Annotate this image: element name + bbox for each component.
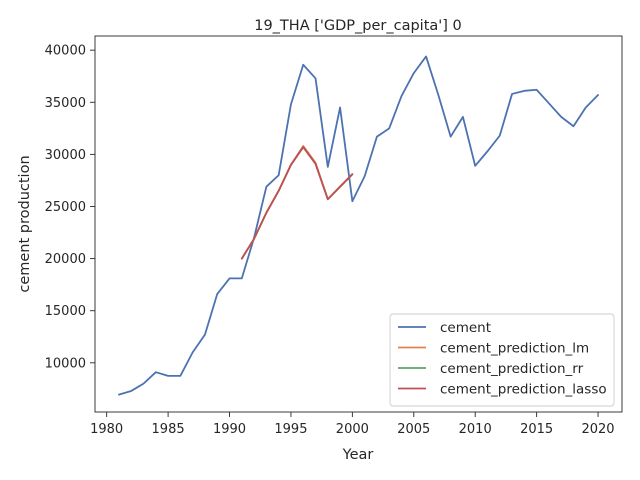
y-tick-label: 40000: [45, 44, 86, 59]
legend-label: cement_prediction_lm: [440, 341, 589, 357]
x-tick-label: 1995: [274, 422, 307, 437]
series-line-cement-prediction-lasso: [240, 146, 354, 260]
legend-label: cement_prediction_rr: [440, 361, 584, 377]
y-axis: 10000 15000 20000 25000 30000 35000 40000: [45, 44, 95, 371]
legend-box: [389, 313, 615, 407]
legend-label: cement_prediction_lasso: [440, 382, 607, 398]
series-line-cement-prediction-rr: [240, 146, 354, 260]
y-tick-label: 30000: [45, 148, 86, 163]
x-axis-label: Year: [342, 447, 374, 463]
legend-item: cement_prediction_lasso: [398, 382, 607, 398]
legend-item: cement_prediction_rr: [398, 361, 584, 377]
y-tick-label: 15000: [45, 304, 86, 319]
series-lines: [118, 55, 599, 396]
chart-title: 19_THA ['GDP_per_capita'] 0: [254, 18, 462, 34]
y-axis-label: cement production: [17, 155, 33, 292]
x-tick-label: 2020: [581, 422, 614, 437]
legend-label: cement: [440, 320, 491, 336]
x-tick-label: 1980: [90, 422, 123, 437]
y-tick-label: 25000: [45, 200, 86, 215]
x-tick-label: 1985: [152, 422, 185, 437]
y-tick-label: 20000: [45, 252, 86, 267]
x-tick-label: 1990: [213, 422, 246, 437]
legend-item: cement_prediction_lm: [398, 341, 589, 357]
x-tick-label: 2010: [459, 422, 492, 437]
x-tick-label: 2015: [520, 422, 553, 437]
x-axis: 1980 1985 1990 1995 2000 2005 2010 2015 2020: [90, 412, 615, 437]
x-tick-label: 2005: [397, 422, 430, 437]
legend: cement cement_prediction_lm cement_predict…: [389, 313, 615, 407]
legend-item: cement: [398, 320, 491, 336]
plot-area: [94, 35, 623, 413]
y-tick-label: 35000: [45, 96, 86, 111]
x-tick-label: 2000: [336, 422, 369, 437]
series-line-cement-prediction-lm: [240, 145, 354, 260]
y-tick-label: 10000: [45, 356, 86, 371]
series-line-cement: [118, 55, 599, 396]
